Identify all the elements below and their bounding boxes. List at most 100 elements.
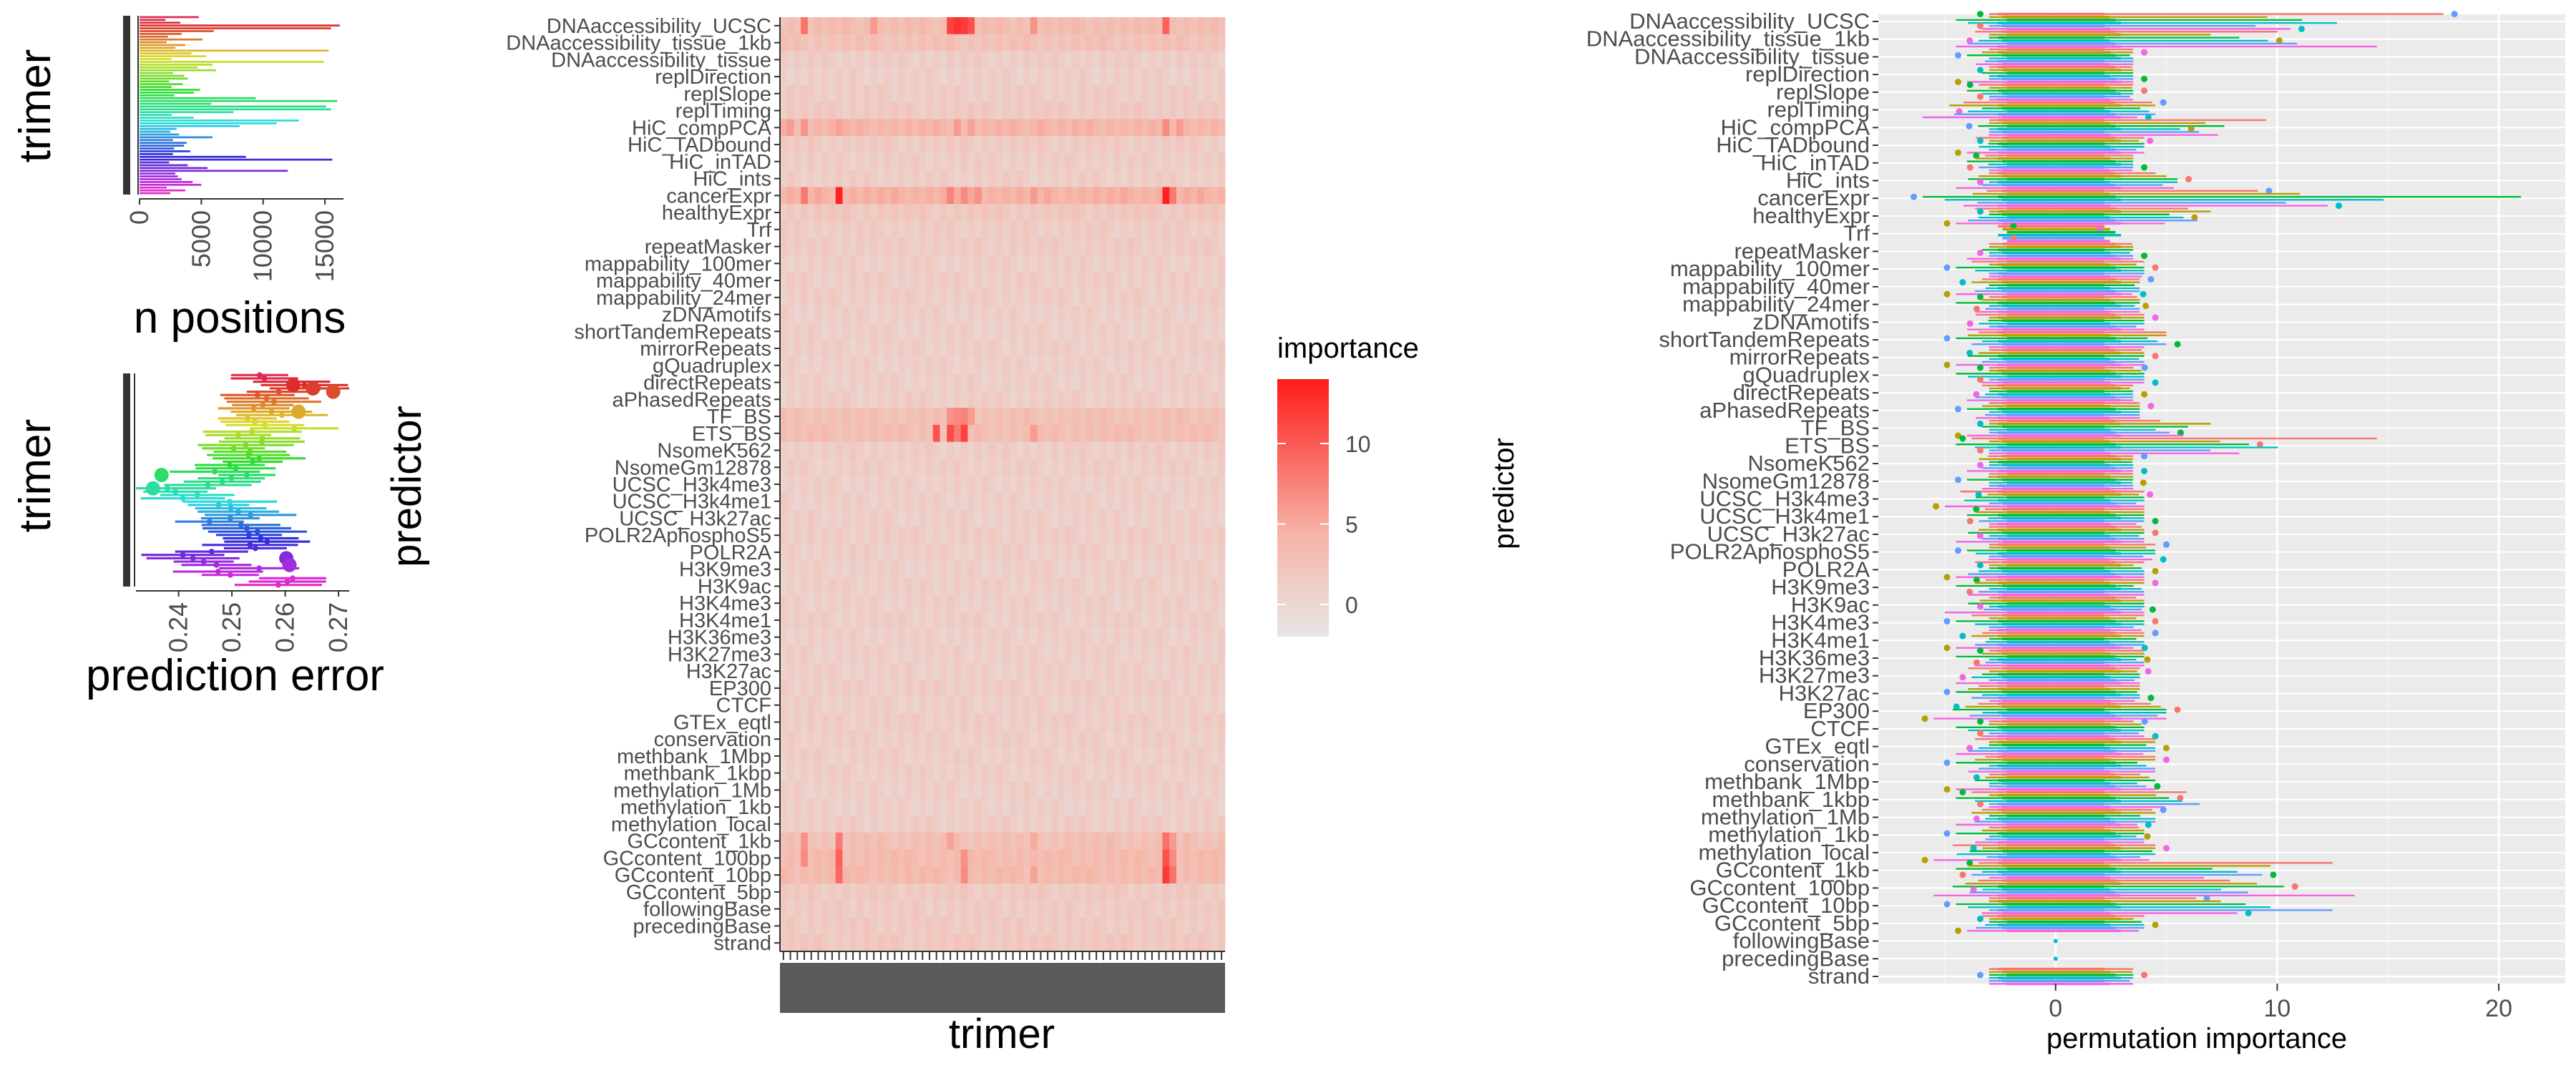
heatmap-cell: [932, 509, 940, 527]
heatmap-cell: [801, 476, 809, 494]
heatmap-cell: [1106, 441, 1114, 459]
heatmap-cell: [981, 102, 989, 119]
box: [2006, 655, 2116, 658]
heatmap-cell: [1051, 170, 1059, 187]
outlier-point: [154, 468, 169, 483]
heatmap-cell: [1134, 152, 1142, 171]
heatmap-cell: [786, 934, 794, 952]
outlier-point: [1966, 122, 1973, 129]
heatmap-cell: [877, 815, 885, 833]
heatmap-cell: [1127, 204, 1136, 222]
heatmap-cell: [995, 526, 1003, 544]
heatmap-cell: [1037, 220, 1045, 239]
heatmap-predictor-label: HiC_TADbound: [628, 134, 771, 157]
heatmap-cell: [780, 815, 788, 833]
heatmap-cell: [1078, 51, 1087, 69]
box: [1998, 127, 2122, 131]
heatmap-cell: [967, 832, 975, 850]
heatmap-cell: [1030, 408, 1038, 426]
heatmap-cell: [1009, 900, 1017, 918]
heatmap-cell: [1169, 577, 1177, 595]
heatmap-cell: [898, 51, 906, 69]
heatmap-cell: [1078, 832, 1087, 850]
outlier-point: [2145, 821, 2152, 828]
heatmap-cell: [849, 866, 857, 884]
heatmap-cell: [1127, 832, 1136, 850]
heatmap-cell: [1155, 544, 1163, 562]
heatmap-cell: [981, 84, 989, 103]
heatmap-cell: [1030, 680, 1038, 697]
heatmap-cell: [821, 187, 829, 205]
heatmap-cell: [1037, 272, 1045, 290]
heatmap-cell: [953, 237, 962, 255]
heatmap-cell: [926, 391, 934, 408]
heatmap-cell: [1093, 68, 1101, 86]
heatmap-cell: [904, 373, 913, 391]
heatmap-cell: [932, 476, 940, 494]
heatmap-cell: [1204, 934, 1211, 952]
heatmap-cell: [919, 577, 927, 595]
heatmap-cell: [849, 68, 857, 86]
heatmap-cell: [1030, 459, 1038, 476]
heatmap-cell: [960, 323, 968, 340]
box: [1998, 272, 2104, 275]
heatmap-cell: [1204, 441, 1211, 459]
heatmap-cell: [1051, 594, 1059, 612]
heatmap-cell: [1183, 594, 1191, 612]
heatmap-cell: [1016, 84, 1024, 103]
heatmap-cell: [1183, 356, 1191, 375]
heatmap-cell: [960, 662, 968, 680]
heatmap-cell: [1197, 204, 1205, 222]
heatmap-cell: [919, 560, 927, 578]
box: [1998, 469, 2122, 473]
perm-predictor-label: methbank_1kbp: [1712, 787, 1870, 812]
heatmap-cell: [842, 187, 850, 205]
heatmap-cell: [1121, 612, 1128, 629]
bar: [140, 130, 171, 133]
heatmap-cell: [842, 305, 850, 323]
heatmap-cell: [926, 713, 934, 731]
heatmap-cell: [1204, 917, 1211, 935]
heatmap-cell: [1030, 577, 1038, 595]
heatmap-cell: [1190, 255, 1198, 273]
outlier-point: [2291, 883, 2298, 890]
heatmap-cell: [1183, 526, 1191, 544]
permutation-importance-predictor-labels: DNAaccessibility_UCSCDNAaccessibility_ti…: [1586, 9, 1878, 989]
heatmap-cell: [877, 84, 885, 103]
heatmap-cell: [821, 441, 829, 459]
heatmap-cell: [988, 340, 996, 358]
heatmap-cell: [919, 441, 927, 459]
heatmap-cell: [1162, 815, 1170, 833]
heatmap-cell: [1072, 900, 1080, 918]
heatmap-cell: [926, 781, 934, 799]
heatmap-cell: [1023, 748, 1031, 765]
perm-predictor-label: repeatMasker: [1734, 238, 1870, 263]
heatmap-cell: [940, 900, 947, 918]
heatmap-cell: [967, 662, 975, 680]
heatmap-cell: [1016, 680, 1024, 697]
heatmap-cell: [1183, 170, 1191, 187]
perm-predictor-label: mappability_24mer: [1682, 292, 1870, 317]
heatmap-cell: [1016, 917, 1024, 935]
outlier-point: [2147, 403, 2155, 410]
box: [2006, 139, 2122, 142]
heatmap-cell: [786, 255, 794, 273]
outlier-point: [2141, 971, 2148, 979]
heatmap-cell: [821, 272, 829, 290]
heatmap-cell: [807, 730, 815, 748]
heatmap-cell: [1100, 237, 1108, 255]
heatmap-x-title: trimer: [949, 1011, 1055, 1057]
heatmap-cell: [807, 560, 815, 578]
outlier-point: [1954, 927, 1961, 934]
heatmap-cell: [1002, 305, 1010, 323]
heatmap-cell: [1037, 526, 1045, 544]
point: [219, 479, 225, 485]
heatmap-cell: [780, 662, 788, 680]
heatmap-cell: [1127, 17, 1136, 35]
heatmap-cell: [1183, 832, 1191, 850]
heatmap-cell: [835, 662, 843, 680]
heatmap-cell: [932, 730, 940, 748]
heatmap-cell: [981, 305, 989, 323]
heatmap-cell: [1121, 272, 1128, 290]
heatmap-cell: [863, 594, 871, 612]
